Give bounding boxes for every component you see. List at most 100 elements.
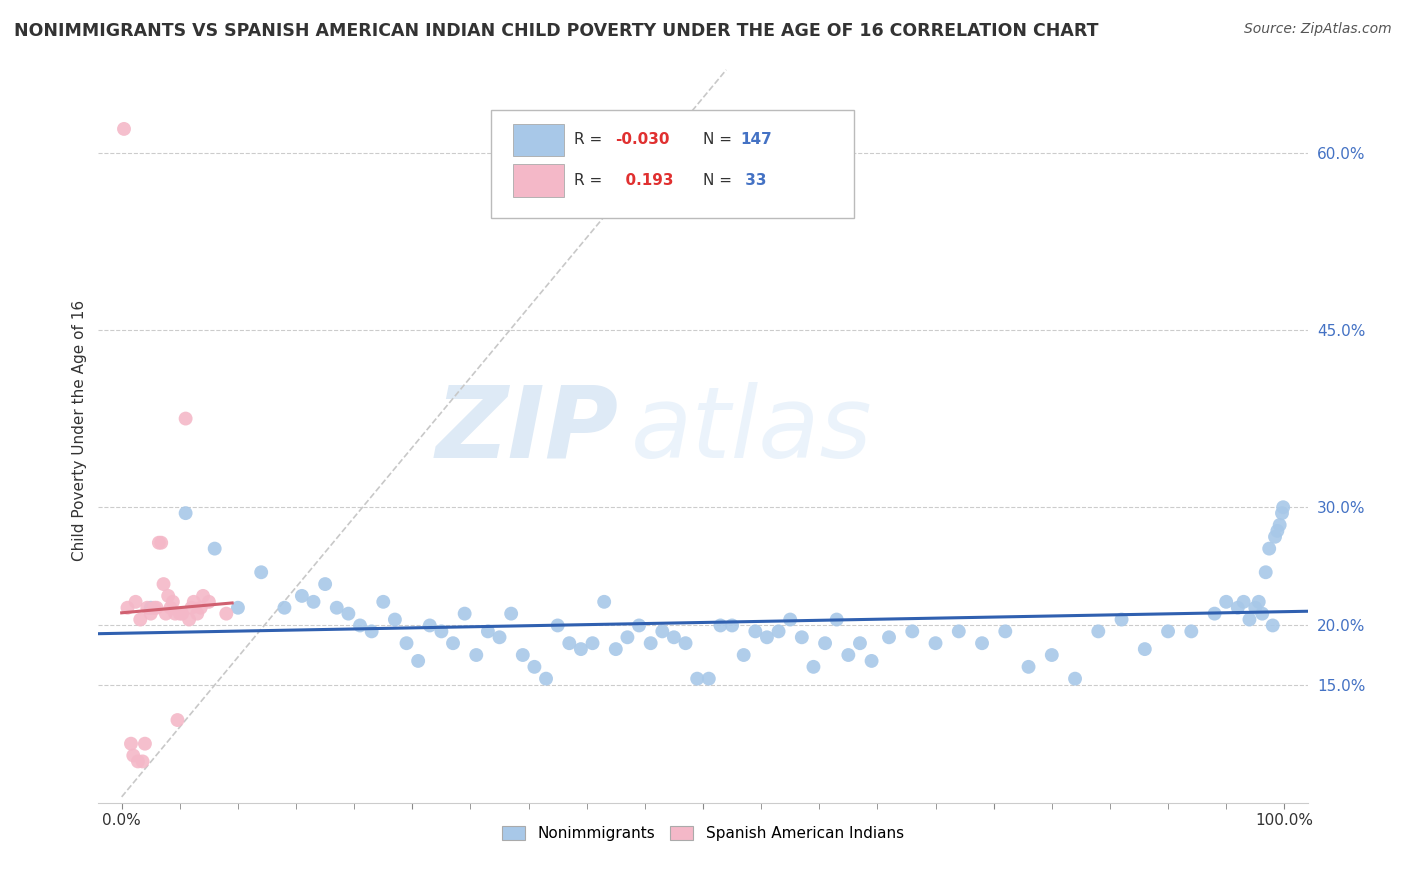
Point: [948, 624, 970, 639]
Text: -0.030: -0.030: [614, 132, 669, 147]
Point: [1157, 624, 1180, 639]
Point: [373, 595, 395, 609]
Point: [180, 600, 202, 615]
Point: [159, 600, 181, 615]
Point: [166, 713, 188, 727]
Text: 33: 33: [741, 173, 768, 188]
Point: [112, 122, 135, 136]
Point: [117, 600, 139, 615]
Point: [1254, 566, 1277, 580]
Point: [139, 607, 162, 621]
Point: [697, 672, 720, 686]
Point: [1204, 607, 1226, 621]
Point: [1239, 613, 1261, 627]
Point: [172, 607, 194, 621]
Point: [441, 636, 464, 650]
Point: [1268, 518, 1291, 533]
Point: [129, 613, 152, 627]
Point: [174, 506, 197, 520]
Point: [1267, 524, 1289, 538]
Point: [148, 535, 170, 549]
Point: [162, 595, 184, 609]
Point: [127, 755, 149, 769]
Point: [488, 630, 510, 644]
Point: [779, 613, 801, 627]
Point: [157, 589, 180, 603]
Point: [145, 600, 167, 615]
Text: 147: 147: [741, 132, 772, 147]
Point: [291, 589, 314, 603]
Point: [547, 618, 569, 632]
Point: [384, 613, 406, 627]
Point: [686, 672, 709, 686]
FancyBboxPatch shape: [513, 123, 564, 156]
Point: [326, 600, 349, 615]
Point: [1087, 624, 1109, 639]
Text: R =: R =: [574, 173, 607, 188]
Point: [790, 630, 813, 644]
Point: [501, 607, 523, 621]
Point: [512, 648, 534, 662]
FancyBboxPatch shape: [492, 110, 855, 219]
Point: [616, 630, 638, 644]
Point: [1111, 613, 1133, 627]
Point: [183, 595, 205, 609]
Point: [662, 630, 685, 644]
Point: [1261, 618, 1284, 632]
Point: [314, 577, 336, 591]
Point: [250, 566, 273, 580]
Point: [204, 541, 226, 556]
Point: [124, 595, 146, 609]
FancyBboxPatch shape: [513, 164, 564, 197]
Y-axis label: Child Poverty Under the Age of 16: Child Poverty Under the Age of 16: [72, 300, 87, 561]
Point: [150, 535, 173, 549]
Point: [122, 748, 145, 763]
Point: [877, 630, 900, 644]
Point: [273, 600, 295, 615]
Point: [419, 618, 441, 632]
Point: [406, 654, 429, 668]
Point: [179, 613, 201, 627]
Point: [721, 618, 744, 632]
Point: [733, 648, 755, 662]
Point: [131, 755, 153, 769]
Text: ZIP: ZIP: [436, 382, 619, 479]
Point: [190, 600, 212, 615]
Point: [191, 589, 214, 603]
Point: [970, 636, 993, 650]
Point: [523, 660, 546, 674]
Point: [558, 636, 581, 650]
Point: [477, 624, 499, 639]
Point: [1215, 595, 1237, 609]
Text: Source: ZipAtlas.com: Source: ZipAtlas.com: [1244, 22, 1392, 37]
Text: atlas: atlas: [630, 382, 872, 479]
Point: [1244, 600, 1267, 615]
Point: [155, 607, 177, 621]
Point: [837, 648, 859, 662]
Point: [360, 624, 382, 639]
Point: [1133, 642, 1156, 657]
Point: [169, 607, 191, 621]
Point: [1264, 530, 1286, 544]
Point: [174, 411, 197, 425]
Point: [1226, 600, 1249, 615]
Point: [186, 607, 208, 621]
Point: [534, 672, 557, 686]
Point: [226, 600, 249, 615]
Legend: Nonimmigrants, Spanish American Indians: Nonimmigrants, Spanish American Indians: [496, 820, 910, 847]
Point: [136, 600, 159, 615]
Point: [1251, 607, 1274, 621]
Point: [1180, 624, 1202, 639]
Point: [453, 607, 475, 621]
Text: N =: N =: [703, 132, 737, 147]
Point: [139, 600, 162, 615]
Point: [849, 636, 872, 650]
Point: [337, 607, 360, 621]
Point: [430, 624, 453, 639]
Point: [803, 660, 825, 674]
Point: [1258, 541, 1281, 556]
Point: [605, 642, 627, 657]
Point: [198, 595, 221, 609]
Point: [901, 624, 924, 639]
Text: 0.193: 0.193: [614, 173, 673, 188]
